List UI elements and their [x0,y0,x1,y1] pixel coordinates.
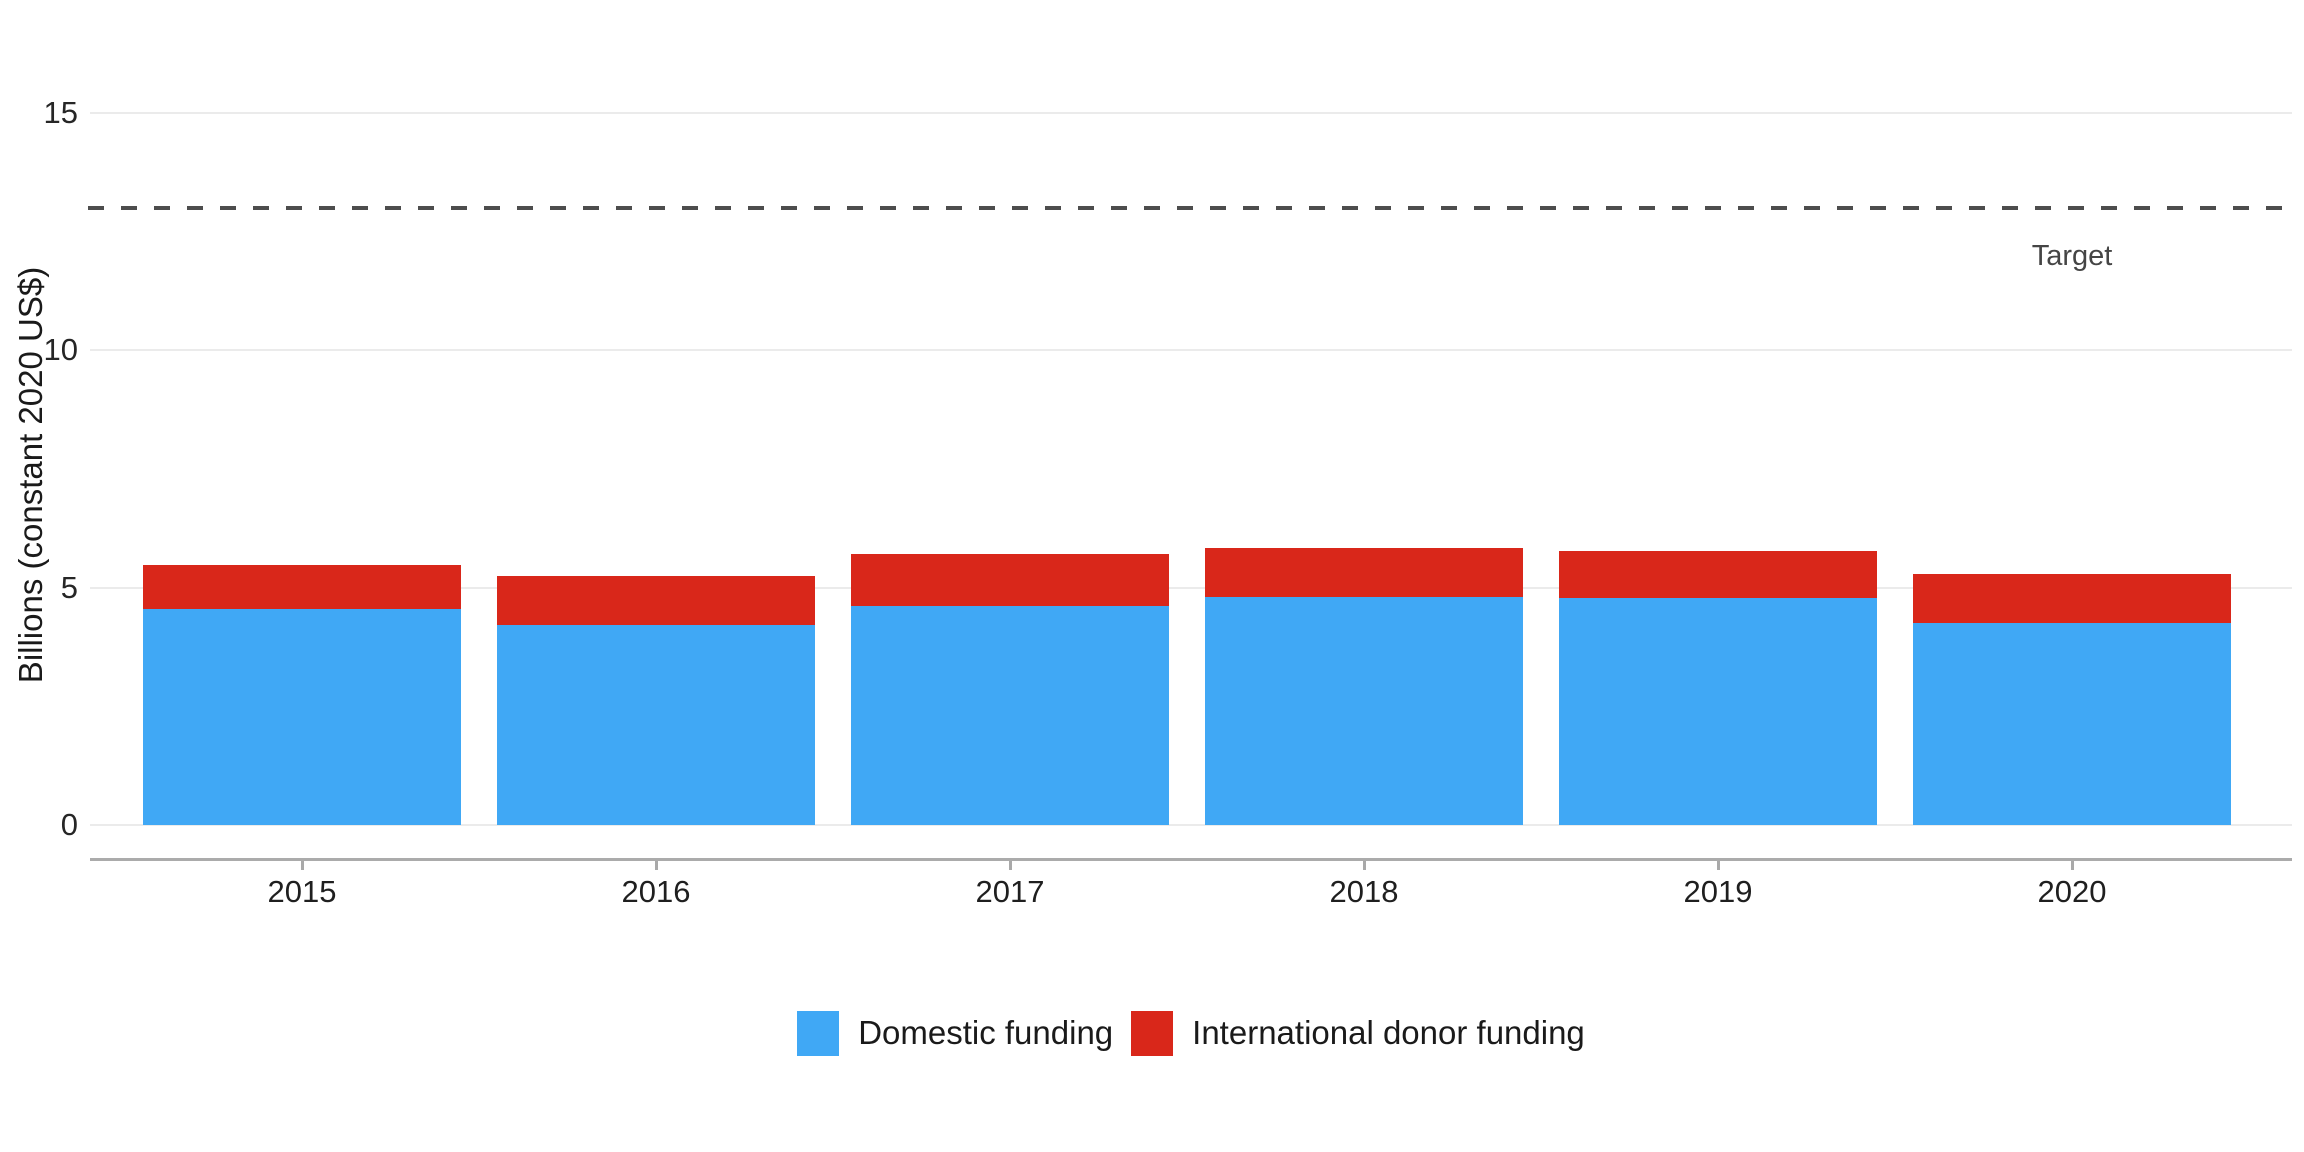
target-dashed-line [88,205,2292,210]
bar-segment-domestic-funding-2019 [1559,597,1877,825]
x-axis-label-2018: 2018 [1329,874,1399,909]
bar-segment-international-donor-funding-2017 [851,554,1169,606]
x-axis-label-2019: 2019 [1683,874,1753,909]
x-tick-2015 [301,861,304,870]
gridline-y-5 [90,586,2292,589]
y-tick-label-10: 10 [43,332,78,368]
x-axis-label-2016: 2016 [621,874,691,909]
x-axis-label-2020: 2020 [2037,874,2107,909]
y-tick-label-15: 15 [43,94,78,130]
legend-key-domestic-funding [797,1010,840,1056]
bar-segment-international-donor-funding-2015 [143,565,461,609]
target-line-label: Target [2031,239,2113,272]
bar-segment-domestic-funding-2016 [497,624,815,825]
bar-segment-international-donor-funding-2020 [1913,574,2231,623]
legend-item-international-donor-funding: International donor funding [1131,1010,1585,1056]
y-axis-title: Billions (constant 2020 US$) [12,266,49,684]
gridline-y-10 [90,349,2292,352]
y-tick-label-5: 5 [60,569,78,605]
x-tick-2018 [1363,861,1366,870]
y-tick-label-0: 0 [60,807,78,842]
legend-item-domestic-funding: Domestic funding [797,1010,1114,1056]
gridline-y-15 [90,111,2292,114]
legend-label-domestic-funding: Domestic funding [858,1014,1114,1051]
x-tick-2019 [1717,861,1720,870]
x-tick-2017 [1009,861,1012,870]
legend: Domestic funding International donor fund… [90,1009,2292,1057]
bar-segment-international-donor-funding-2018 [1205,548,1523,597]
x-tick-2020 [2071,861,2074,870]
gridline-y-0 [90,824,2292,826]
x-tick-2016 [655,861,658,870]
x-axis-line [90,858,2292,861]
x-axis-label-2017: 2017 [975,874,1045,909]
bar-segment-international-donor-funding-2016 [497,575,815,625]
x-axis-label-2015: 2015 [267,874,337,909]
legend-key-international-donor-funding [1131,1010,1174,1056]
bar-segment-domestic-funding-2018 [1205,596,1523,825]
bar-segment-domestic-funding-2015 [143,609,461,825]
bar-segment-international-donor-funding-2019 [1559,550,1877,598]
bar-segment-domestic-funding-2017 [851,605,1169,825]
bar-segment-domestic-funding-2020 [1913,622,2231,825]
legend-label-international-donor-funding: International donor funding [1192,1014,1585,1051]
